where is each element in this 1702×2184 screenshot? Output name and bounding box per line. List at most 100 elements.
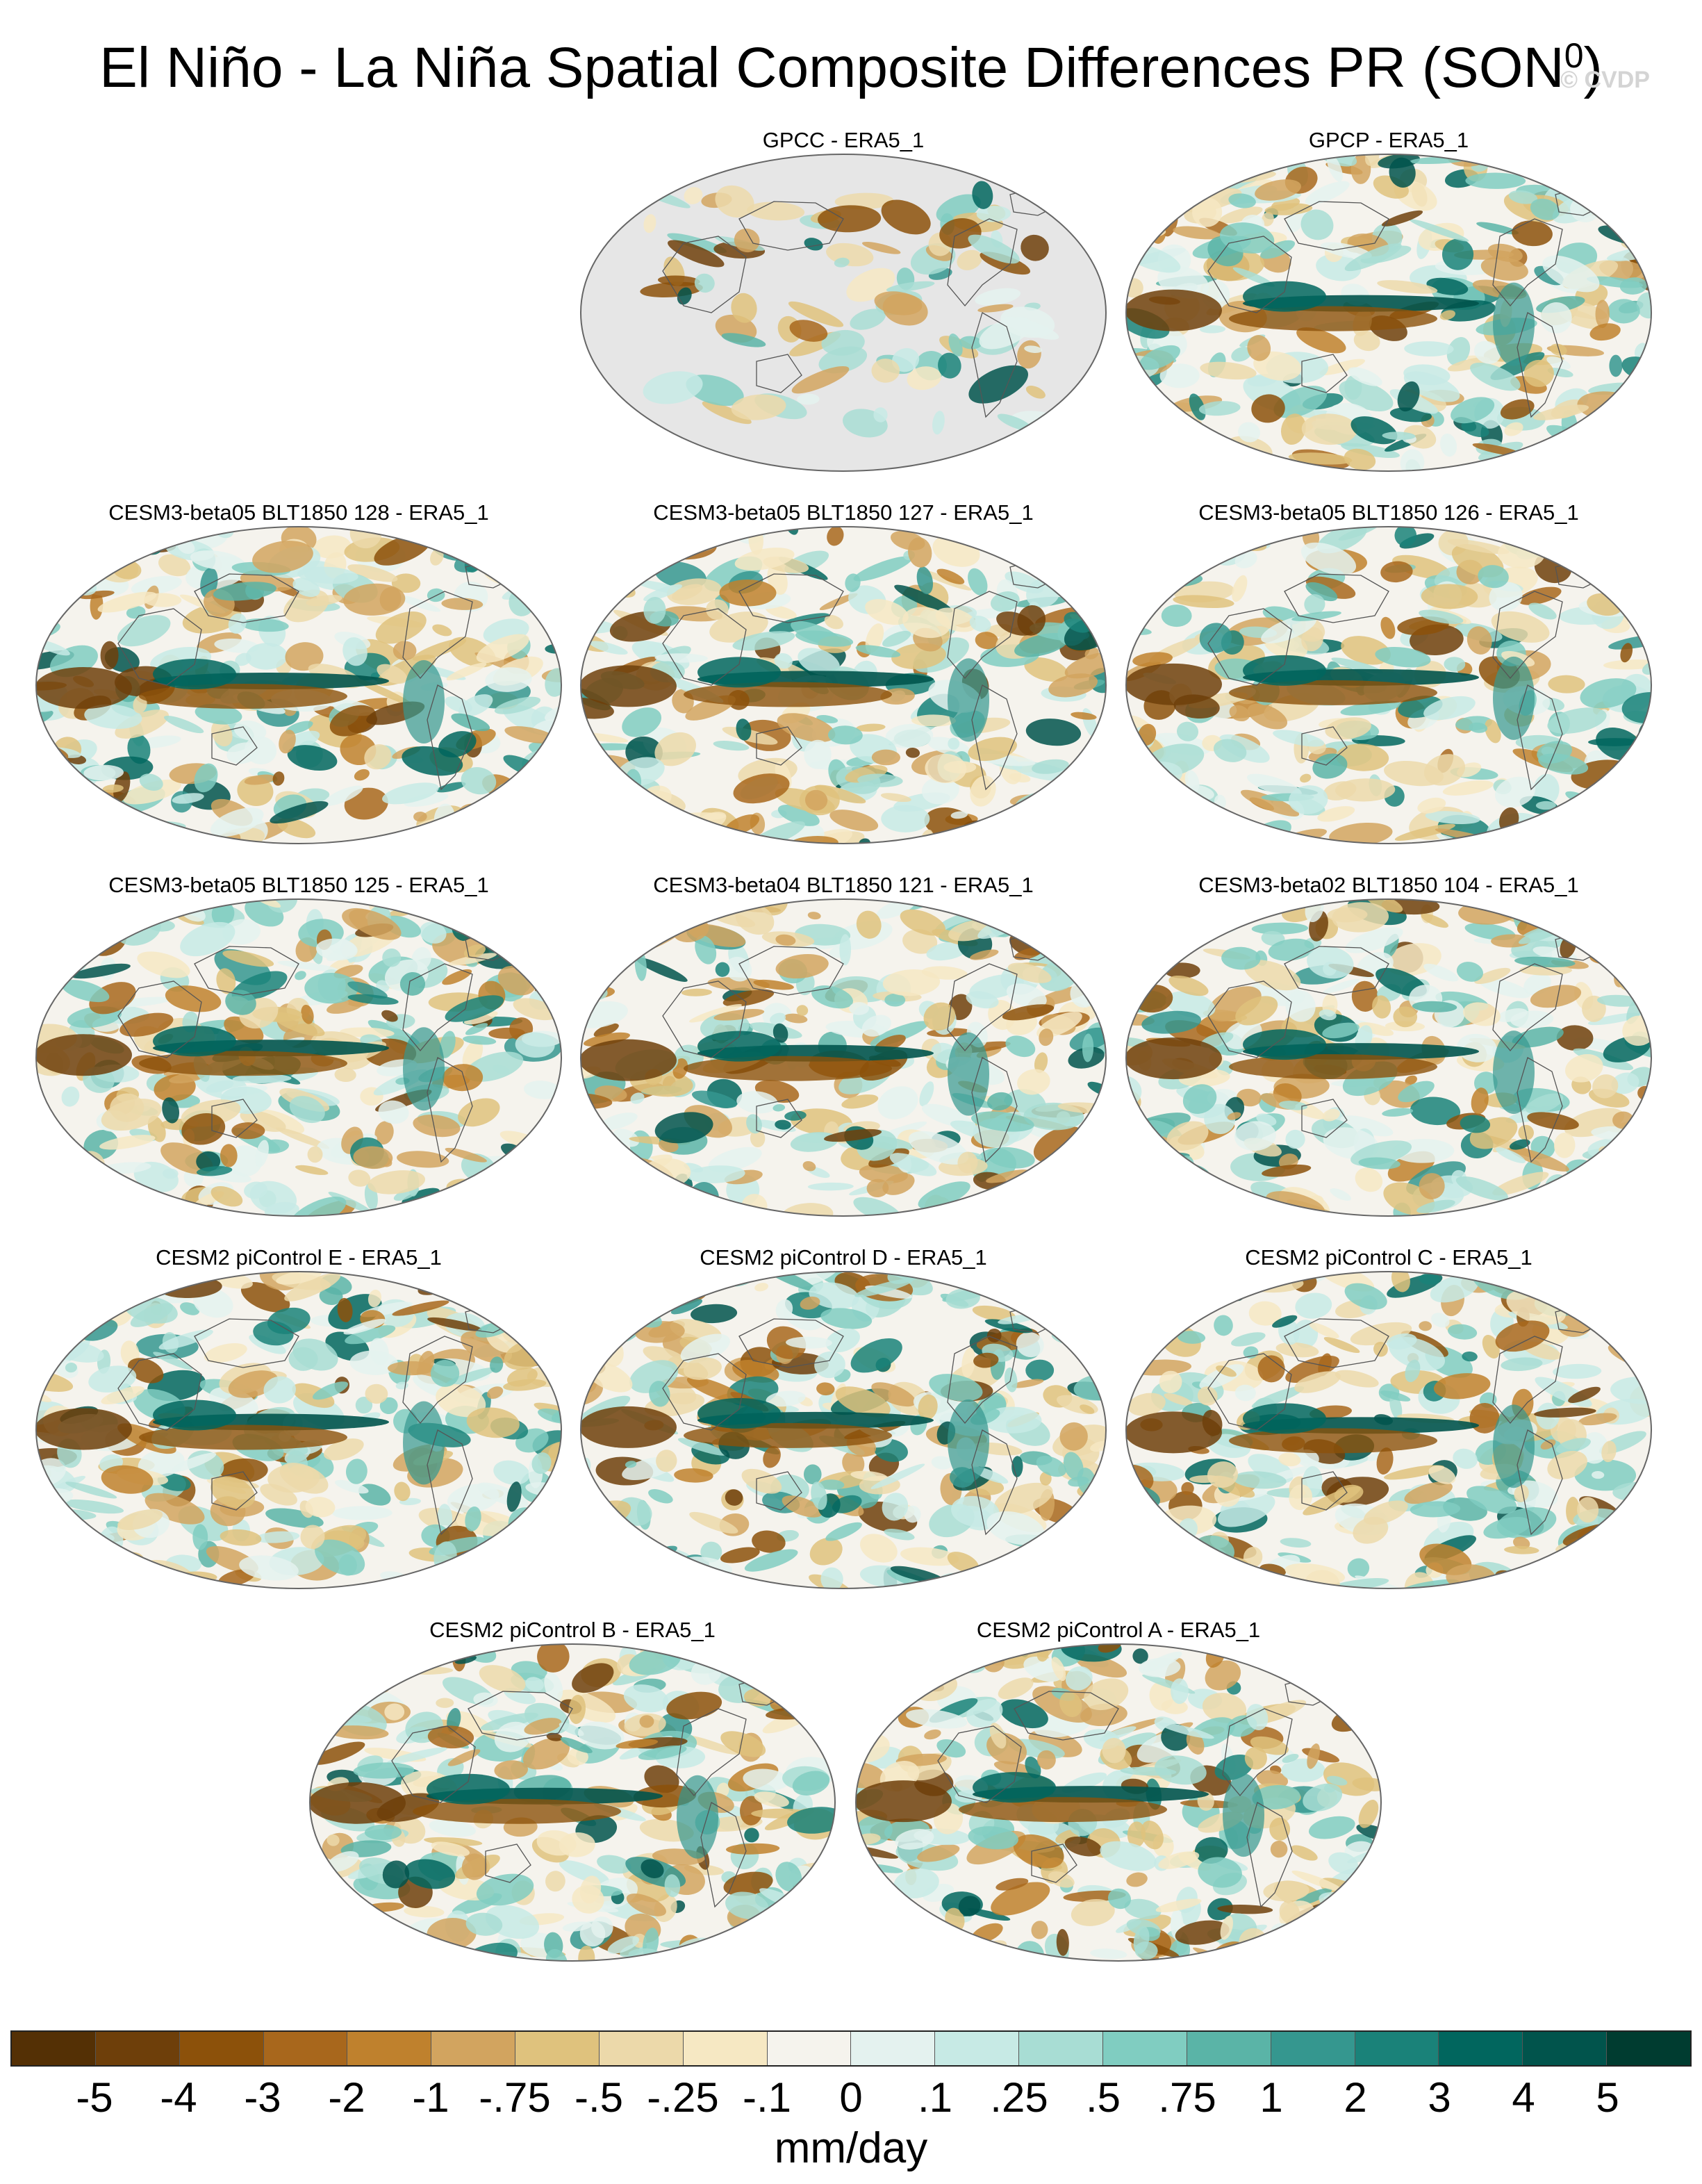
colorbar-box bbox=[431, 2032, 516, 2065]
figure-title-superscript: 0 bbox=[1564, 36, 1584, 75]
colorbar-tick-label: 5 bbox=[1596, 2074, 1619, 2121]
panel-title: GPCP - ERA5_1 bbox=[1308, 128, 1469, 152]
map-border bbox=[35, 898, 562, 1217]
colorbar-box bbox=[1102, 2032, 1187, 2065]
colorbar-tick-label: -5 bbox=[76, 2074, 113, 2121]
map-svg bbox=[35, 1271, 562, 1589]
map-svg bbox=[580, 526, 1107, 844]
colorbar-tick-label: 3 bbox=[1428, 2074, 1451, 2121]
map-panel-cesm2-d: CESM2 piControl D - ERA5_1 bbox=[574, 1244, 1113, 1591]
panel-title: CESM2 piControl D - ERA5_1 bbox=[700, 1245, 987, 1270]
colorbar-tick-label: 1 bbox=[1259, 2074, 1283, 2121]
map-svg bbox=[309, 1643, 836, 1962]
colorbar-tick-label: -.25 bbox=[647, 2074, 719, 2121]
map-svg bbox=[580, 154, 1107, 472]
map-panel-cesm3-128: CESM3-beta05 BLT1850 128 - ERA5_1 bbox=[29, 499, 568, 846]
map-border bbox=[1125, 1271, 1652, 1589]
colorbar-box bbox=[683, 2032, 768, 2065]
colorbar-box bbox=[95, 2032, 180, 2065]
map-panel-cesm3-126: CESM3-beta05 BLT1850 126 - ERA5_1 bbox=[1119, 499, 1658, 846]
panel-title: CESM2 piControl C - ERA5_1 bbox=[1245, 1245, 1532, 1270]
colorbar-tick-label: .1 bbox=[917, 2074, 953, 2121]
precip-field bbox=[36, 899, 561, 1216]
map-border bbox=[1125, 898, 1652, 1217]
panel-title: CESM2 piControl B - ERA5_1 bbox=[429, 1618, 716, 1642]
world-map bbox=[579, 1270, 1107, 1590]
map-border bbox=[35, 1271, 562, 1589]
colorbar-tick-label: -.75 bbox=[479, 2074, 551, 2121]
world-map bbox=[579, 525, 1107, 845]
map-svg bbox=[1125, 1271, 1652, 1589]
colorbar-box bbox=[1439, 2032, 1523, 2065]
colorbar-units: mm/day bbox=[774, 2124, 928, 2172]
map-border bbox=[580, 1271, 1107, 1589]
colorbar-tick-label: -2 bbox=[328, 2074, 365, 2121]
map-border bbox=[580, 526, 1107, 844]
world-map bbox=[1125, 153, 1653, 473]
panel-title: CESM3-beta02 BLT1850 104 - ERA5_1 bbox=[1198, 873, 1579, 897]
map-border bbox=[35, 526, 562, 844]
colorbar-box bbox=[12, 2032, 96, 2065]
world-map bbox=[579, 153, 1107, 473]
map-panel-cesm2-b: CESM2 piControl B - ERA5_1 bbox=[303, 1616, 842, 1964]
panel-title: CESM3-beta05 BLT1850 126 - ERA5_1 bbox=[1198, 500, 1579, 525]
map-svg bbox=[1125, 898, 1652, 1217]
precip-field bbox=[581, 154, 1106, 471]
map-svg bbox=[580, 1271, 1107, 1589]
map-border bbox=[580, 898, 1107, 1217]
map-border bbox=[1125, 154, 1652, 472]
world-map bbox=[1125, 525, 1653, 845]
map-svg bbox=[1125, 526, 1652, 844]
colorbar-tick-label: .5 bbox=[1085, 2074, 1121, 2121]
colorbar-box bbox=[767, 2032, 852, 2065]
figure-title-text: El Niño - La Niña Spatial Composite Diff… bbox=[99, 36, 1564, 99]
world-map bbox=[35, 1270, 563, 1590]
cvdp-watermark: © CVDP bbox=[1560, 67, 1650, 93]
world-map bbox=[35, 525, 563, 845]
map-svg bbox=[35, 526, 562, 844]
map-border bbox=[1125, 526, 1652, 844]
map-svg bbox=[1125, 154, 1652, 472]
precip-field bbox=[581, 1272, 1106, 1588]
colorbar-box bbox=[1607, 2032, 1690, 2065]
map-border bbox=[309, 1643, 836, 1962]
world-map bbox=[1125, 1270, 1653, 1590]
panel-title: CESM3-beta05 BLT1850 125 - ERA5_1 bbox=[108, 873, 489, 897]
map-panel-cesm3-121: CESM3-beta04 BLT1850 121 - ERA5_1 bbox=[574, 871, 1113, 1219]
panel-title: CESM2 piControl E - ERA5_1 bbox=[156, 1245, 442, 1270]
map-panel-cesm2-c: CESM2 piControl C - ERA5_1 bbox=[1119, 1244, 1658, 1591]
world-map bbox=[579, 898, 1107, 1217]
figure-title-close: ) bbox=[1583, 36, 1603, 99]
map-border bbox=[580, 154, 1107, 472]
world-map bbox=[1125, 898, 1653, 1217]
colorbar-tick-label: .25 bbox=[990, 2074, 1048, 2121]
map-panel-cesm2-a: CESM2 piControl A - ERA5_1 bbox=[849, 1616, 1388, 1964]
colorbar-tick-label: 0 bbox=[839, 2074, 863, 2121]
panel-title: CESM2 piControl A - ERA5_1 bbox=[976, 1618, 1261, 1642]
colorbar-tick-label: .75 bbox=[1158, 2074, 1216, 2121]
panel-title: GPCC - ERA5_1 bbox=[762, 128, 925, 152]
world-map bbox=[308, 1643, 836, 1962]
panel-title: CESM3-beta05 BLT1850 127 - ERA5_1 bbox=[653, 500, 1034, 525]
colorbar-box bbox=[851, 2032, 936, 2065]
world-map bbox=[854, 1643, 1382, 1962]
colorbar-box bbox=[1019, 2032, 1103, 2065]
map-panel-cesm3-125: CESM3-beta05 BLT1850 125 - ERA5_1 bbox=[29, 871, 568, 1219]
colorbar-tick-label: -.5 bbox=[574, 2074, 624, 2121]
colorbar-tick-label: -4 bbox=[160, 2074, 197, 2121]
map-panel-cesm3-127: CESM3-beta05 BLT1850 127 - ERA5_1 bbox=[574, 499, 1113, 846]
map-svg bbox=[580, 898, 1107, 1217]
colorbar-box bbox=[347, 2032, 432, 2065]
map-svg bbox=[855, 1643, 1382, 1962]
colorbar-tick-label: -1 bbox=[412, 2074, 449, 2121]
map-panel-gpcc: GPCC - ERA5_1 bbox=[574, 126, 1113, 474]
map-panel-cesm2-e: CESM2 piControl E - ERA5_1 bbox=[29, 1244, 568, 1591]
colorbar-box bbox=[179, 2032, 264, 2065]
colorbar-box bbox=[1271, 2032, 1355, 2065]
precip-field bbox=[310, 1644, 835, 1961]
map-svg bbox=[35, 898, 562, 1217]
colorbar-box bbox=[1355, 2032, 1439, 2065]
panel-title: CESM3-beta05 BLT1850 128 - ERA5_1 bbox=[108, 500, 489, 525]
precip-field bbox=[1126, 527, 1651, 844]
colorbar-box bbox=[263, 2032, 348, 2065]
